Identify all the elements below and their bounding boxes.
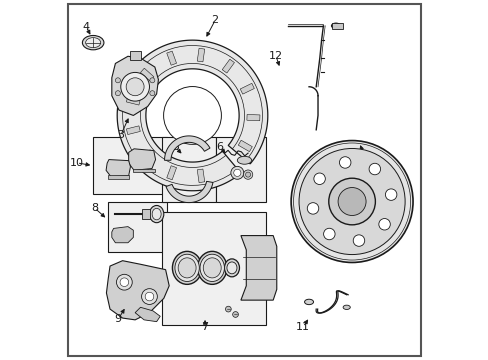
Ellipse shape	[331, 23, 340, 28]
Circle shape	[385, 189, 396, 201]
Ellipse shape	[197, 251, 226, 284]
Ellipse shape	[152, 208, 161, 220]
Ellipse shape	[237, 156, 251, 164]
Polygon shape	[106, 261, 169, 320]
Bar	[142, 210, 150, 219]
Polygon shape	[117, 40, 267, 191]
Text: 11: 11	[295, 322, 309, 332]
Circle shape	[352, 235, 364, 246]
Circle shape	[306, 203, 318, 214]
Bar	[129, 51, 140, 60]
Circle shape	[142, 289, 157, 305]
Polygon shape	[240, 83, 254, 94]
Circle shape	[121, 72, 149, 101]
Circle shape	[126, 78, 144, 96]
Polygon shape	[166, 51, 176, 65]
Ellipse shape	[149, 206, 163, 223]
Circle shape	[230, 166, 244, 179]
Circle shape	[115, 91, 120, 96]
Ellipse shape	[304, 299, 313, 305]
Bar	[215, 137, 265, 202]
Circle shape	[290, 140, 412, 262]
Polygon shape	[238, 140, 252, 152]
Polygon shape	[165, 181, 212, 203]
Circle shape	[243, 170, 252, 179]
Ellipse shape	[343, 305, 349, 310]
Bar	[108, 175, 129, 179]
Text: 4: 4	[82, 22, 89, 32]
Circle shape	[328, 178, 375, 225]
Text: 8: 8	[91, 203, 98, 213]
Polygon shape	[128, 149, 155, 170]
Text: 2: 2	[211, 15, 218, 26]
Polygon shape	[164, 136, 210, 160]
Polygon shape	[222, 59, 234, 73]
Circle shape	[149, 78, 155, 83]
Circle shape	[245, 172, 250, 177]
Text: 6: 6	[216, 142, 223, 152]
Circle shape	[115, 78, 120, 83]
Ellipse shape	[200, 254, 224, 282]
Circle shape	[337, 188, 366, 216]
Polygon shape	[112, 226, 133, 243]
Circle shape	[299, 148, 404, 255]
Text: 1: 1	[364, 162, 371, 172]
Polygon shape	[106, 159, 130, 176]
Ellipse shape	[85, 38, 101, 48]
Bar	[162, 137, 215, 202]
Bar	[162, 212, 265, 325]
Text: 3: 3	[117, 130, 124, 140]
Circle shape	[378, 219, 389, 230]
Ellipse shape	[178, 258, 196, 278]
Ellipse shape	[172, 251, 202, 284]
Text: 5: 5	[171, 142, 179, 152]
Ellipse shape	[82, 36, 104, 50]
Polygon shape	[166, 166, 176, 180]
Bar	[93, 137, 167, 194]
Polygon shape	[126, 96, 140, 105]
Ellipse shape	[226, 262, 237, 274]
Circle shape	[323, 228, 334, 240]
Polygon shape	[197, 169, 204, 183]
Polygon shape	[246, 114, 260, 121]
Polygon shape	[241, 235, 276, 300]
Polygon shape	[112, 56, 158, 116]
Polygon shape	[140, 150, 154, 163]
Circle shape	[313, 173, 325, 185]
Circle shape	[232, 312, 238, 318]
Bar	[332, 23, 343, 29]
Polygon shape	[140, 68, 154, 81]
Text: 10: 10	[69, 158, 83, 168]
Circle shape	[233, 169, 241, 176]
Text: 12: 12	[268, 51, 283, 61]
Polygon shape	[126, 126, 140, 135]
Circle shape	[149, 91, 155, 96]
Circle shape	[368, 163, 380, 175]
Bar	[133, 168, 155, 172]
Circle shape	[225, 306, 231, 312]
Circle shape	[339, 157, 350, 168]
Ellipse shape	[224, 259, 239, 277]
Ellipse shape	[175, 254, 199, 282]
Circle shape	[145, 292, 153, 301]
Circle shape	[163, 86, 221, 144]
Ellipse shape	[203, 258, 221, 278]
Text: 7: 7	[201, 322, 208, 332]
Bar	[107, 202, 167, 252]
Text: 9: 9	[115, 314, 122, 324]
Circle shape	[120, 278, 128, 287]
Polygon shape	[135, 307, 160, 321]
Polygon shape	[197, 48, 204, 62]
Circle shape	[116, 274, 132, 290]
